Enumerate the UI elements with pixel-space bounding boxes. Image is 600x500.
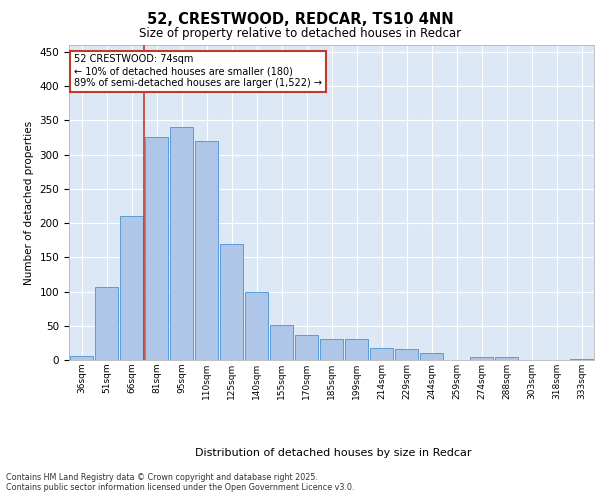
Bar [295,336,319,360]
Text: Contains public sector information licensed under the Open Government Licence v3: Contains public sector information licen… [6,484,355,492]
Bar [145,138,169,360]
Bar [470,356,493,360]
Bar [220,244,244,360]
Bar [370,348,394,360]
Y-axis label: Number of detached properties: Number of detached properties [24,120,34,284]
Bar [419,353,443,360]
Bar [569,358,593,360]
Bar [70,356,94,360]
Bar [344,340,368,360]
Bar [194,141,218,360]
Bar [119,216,143,360]
Text: 52, CRESTWOOD, REDCAR, TS10 4NN: 52, CRESTWOOD, REDCAR, TS10 4NN [146,12,454,28]
Bar [170,127,193,360]
Text: Size of property relative to detached houses in Redcar: Size of property relative to detached ho… [139,28,461,40]
Text: Distribution of detached houses by size in Redcar: Distribution of detached houses by size … [195,448,471,458]
Bar [395,349,418,360]
Text: Contains HM Land Registry data © Crown copyright and database right 2025.: Contains HM Land Registry data © Crown c… [6,474,318,482]
Bar [320,340,343,360]
Bar [245,292,268,360]
Text: 52 CRESTWOOD: 74sqm
← 10% of detached houses are smaller (180)
89% of semi-detac: 52 CRESTWOOD: 74sqm ← 10% of detached ho… [74,54,322,88]
Bar [95,286,118,360]
Bar [494,356,518,360]
Bar [269,325,293,360]
